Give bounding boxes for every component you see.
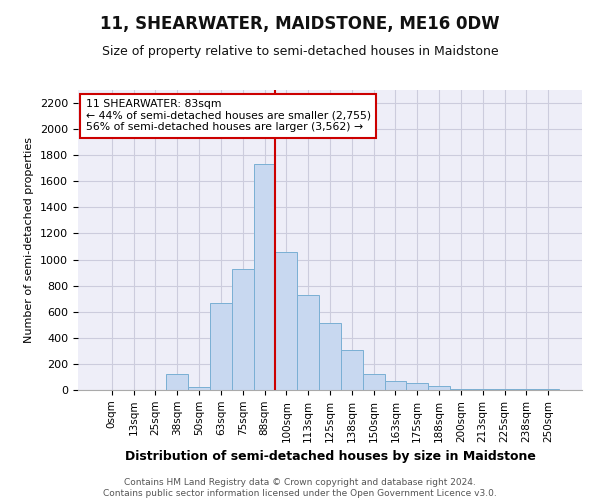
Text: 11 SHEARWATER: 83sqm
← 44% of semi-detached houses are smaller (2,755)
56% of se: 11 SHEARWATER: 83sqm ← 44% of semi-detac… bbox=[86, 99, 371, 132]
Bar bbox=[188, 388, 210, 390]
Bar bbox=[254, 164, 275, 390]
Text: Size of property relative to semi-detached houses in Maidstone: Size of property relative to semi-detach… bbox=[101, 45, 499, 58]
Bar bbox=[450, 388, 472, 390]
Bar bbox=[166, 374, 188, 390]
Bar bbox=[406, 384, 428, 390]
X-axis label: Distribution of semi-detached houses by size in Maidstone: Distribution of semi-detached houses by … bbox=[125, 450, 535, 463]
Bar bbox=[297, 295, 319, 390]
Bar bbox=[428, 386, 450, 390]
Bar bbox=[275, 252, 297, 390]
Bar bbox=[341, 350, 363, 390]
Bar bbox=[363, 374, 385, 390]
Bar bbox=[210, 302, 232, 390]
Text: Contains HM Land Registry data © Crown copyright and database right 2024.
Contai: Contains HM Land Registry data © Crown c… bbox=[103, 478, 497, 498]
Y-axis label: Number of semi-detached properties: Number of semi-detached properties bbox=[25, 137, 34, 343]
Bar bbox=[319, 324, 341, 390]
Text: 11, SHEARWATER, MAIDSTONE, ME16 0DW: 11, SHEARWATER, MAIDSTONE, ME16 0DW bbox=[100, 15, 500, 33]
Bar bbox=[232, 268, 254, 390]
Bar bbox=[385, 381, 406, 390]
